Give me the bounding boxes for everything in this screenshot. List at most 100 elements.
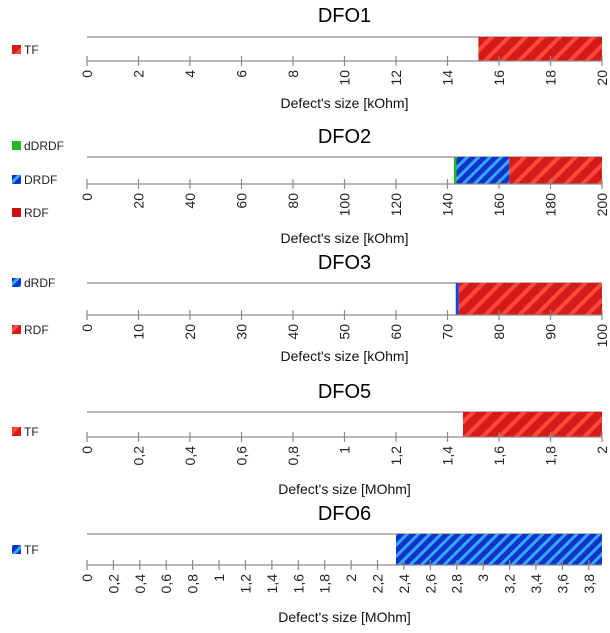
x-tick-label: 80: [491, 324, 507, 340]
x-tick-label: 2: [131, 70, 147, 78]
x-tick-label: 0,8: [185, 574, 201, 594]
x-tick-label: 200: [594, 193, 610, 217]
bar-segment-rdf: [458, 283, 602, 315]
x-axis-label: Defect's size [MOhm]: [278, 609, 411, 625]
x-tick-label: 1,4: [440, 446, 456, 466]
legend-swatch: [12, 325, 21, 334]
legend-swatch: [12, 175, 21, 184]
x-tick-label: 0: [79, 324, 95, 332]
chart-title: DFO3: [318, 252, 371, 274]
x-tick-label: 0: [79, 193, 95, 201]
bar-segment-tf: [462, 412, 602, 437]
x-tick-label: 1,8: [543, 446, 559, 466]
x-tick-label: 2,4: [396, 574, 412, 594]
legend-item-drdf: dRDF: [12, 276, 55, 290]
x-tick-label: 3,2: [502, 574, 518, 594]
chart-panel-dfo5: DFO5 0 0,2 0,4 0,6 0,8 1 1,2 1,4 1,6 1,8 2 Defect's …: [12, 381, 610, 497]
x-tick-label: 20: [182, 324, 198, 340]
x-tick-label: 20: [594, 70, 610, 86]
x-tick-label: 160: [491, 193, 507, 217]
chart-panel-dfo1: DFO1 0 2 4 6 8 10 12 14 16 18 20 Defect's size [kOhm…: [12, 5, 610, 111]
legend-swatch: [12, 278, 21, 287]
x-tick-label: 0,2: [131, 446, 147, 466]
x-tick-label: 1,4: [264, 574, 280, 594]
x-tick-label: 6: [234, 70, 250, 78]
x-tick-label: 2: [343, 574, 359, 582]
legend-item-tf: TF: [12, 543, 39, 557]
x-tick-label: 8: [285, 70, 301, 78]
x-tick-label: 100: [594, 324, 610, 348]
legend-item-ddrdf: dDRDF: [12, 139, 64, 153]
legend-item-tf: TF: [12, 425, 39, 439]
x-tick-label: 3,6: [554, 574, 570, 594]
x-tick-label: 0,2: [105, 574, 121, 594]
legend-label: TF: [24, 425, 39, 439]
chart-title: DFO2: [318, 126, 371, 148]
x-axis-label: Defect's size [kOhm]: [281, 95, 409, 111]
bar-segment-drdf: [455, 283, 459, 315]
x-tick-label: 14: [440, 70, 456, 86]
x-tick-label: 20: [131, 193, 147, 209]
x-tick-label: 0,6: [234, 446, 250, 466]
x-tick-label: 10: [131, 324, 147, 340]
legend-label: RDF: [24, 323, 49, 337]
x-tick-label: 1,6: [290, 574, 306, 594]
x-tick-label: 2,2: [370, 574, 386, 594]
legend-label: TF: [24, 543, 39, 557]
x-tick-label: 12: [388, 70, 404, 86]
legend-swatch: [12, 545, 21, 554]
x-tick-label: 0,6: [158, 574, 174, 594]
x-axis-label: Defect's size [kOhm]: [281, 230, 409, 246]
legend-item-rdf: RDF: [12, 206, 49, 220]
x-tick-label: 70: [440, 324, 456, 340]
x-tick-label: 0,4: [182, 446, 198, 466]
legend-item-drdf: DRDF: [12, 173, 57, 187]
chart-title: DFO6: [318, 503, 371, 525]
legend-label: RDF: [24, 206, 49, 220]
chart-title: DFO5: [318, 381, 371, 403]
x-tick-label: 80: [285, 193, 301, 209]
bar-segment-drdf: [456, 157, 510, 184]
bar-segment-tf: [396, 534, 602, 565]
x-tick-label: 1,2: [388, 446, 404, 466]
x-tick-label: 0: [79, 446, 95, 454]
bar-segment-tf: [478, 37, 602, 61]
x-tick-label: 3: [475, 574, 491, 582]
legend-swatch: [12, 208, 21, 217]
x-tick-label: 1,8: [317, 574, 333, 594]
x-tick-label: 1,2: [237, 574, 253, 594]
legend-label: DRDF: [24, 173, 57, 187]
x-tick-label: 0,8: [285, 446, 301, 466]
x-tick-label: 0: [79, 70, 95, 78]
x-tick-label: 60: [388, 324, 404, 340]
x-tick-label: 3,4: [528, 574, 544, 594]
x-tick-label: 3,8: [581, 574, 597, 594]
x-tick-label: 2,8: [449, 574, 465, 594]
x-tick-label: 10: [337, 70, 353, 86]
x-tick-label: 100: [337, 193, 353, 217]
chart-panel-dfo2: DFO2 0 20 40 60 80 100 120 140 160 180 200 Defect's …: [12, 126, 610, 246]
x-axis-label: Defect's size [kOhm]: [281, 348, 409, 364]
legend-item-rdf: RDF: [12, 323, 49, 337]
x-tick-label: 1: [211, 574, 227, 582]
legend-label: TF: [24, 43, 39, 57]
chart-title: DFO1: [318, 5, 371, 27]
legend-swatch: [12, 45, 21, 54]
bar-segment-rdf: [509, 157, 602, 184]
x-tick-label: 30: [234, 324, 250, 340]
x-tick-label: 1,6: [491, 446, 507, 466]
x-tick-label: 2: [594, 446, 610, 454]
x-tick-label: 40: [182, 193, 198, 209]
x-tick-label: 40: [285, 324, 301, 340]
chart-panel-dfo6: DFO6 0 0,2 0,4 0,6 0,8 1 1,2 1,4 1,6 1,8 2 2,2 2,4 2,6…: [12, 503, 602, 625]
x-tick-label: 2,6: [422, 574, 438, 594]
x-tick-label: 4: [182, 70, 198, 78]
x-tick-label: 90: [543, 324, 559, 340]
x-tick-label: 1: [337, 446, 353, 454]
x-tick-label: 140: [440, 193, 456, 217]
x-tick-label: 0: [79, 574, 95, 582]
legend-swatch: [12, 427, 21, 436]
x-tick-label: 16: [491, 70, 507, 86]
